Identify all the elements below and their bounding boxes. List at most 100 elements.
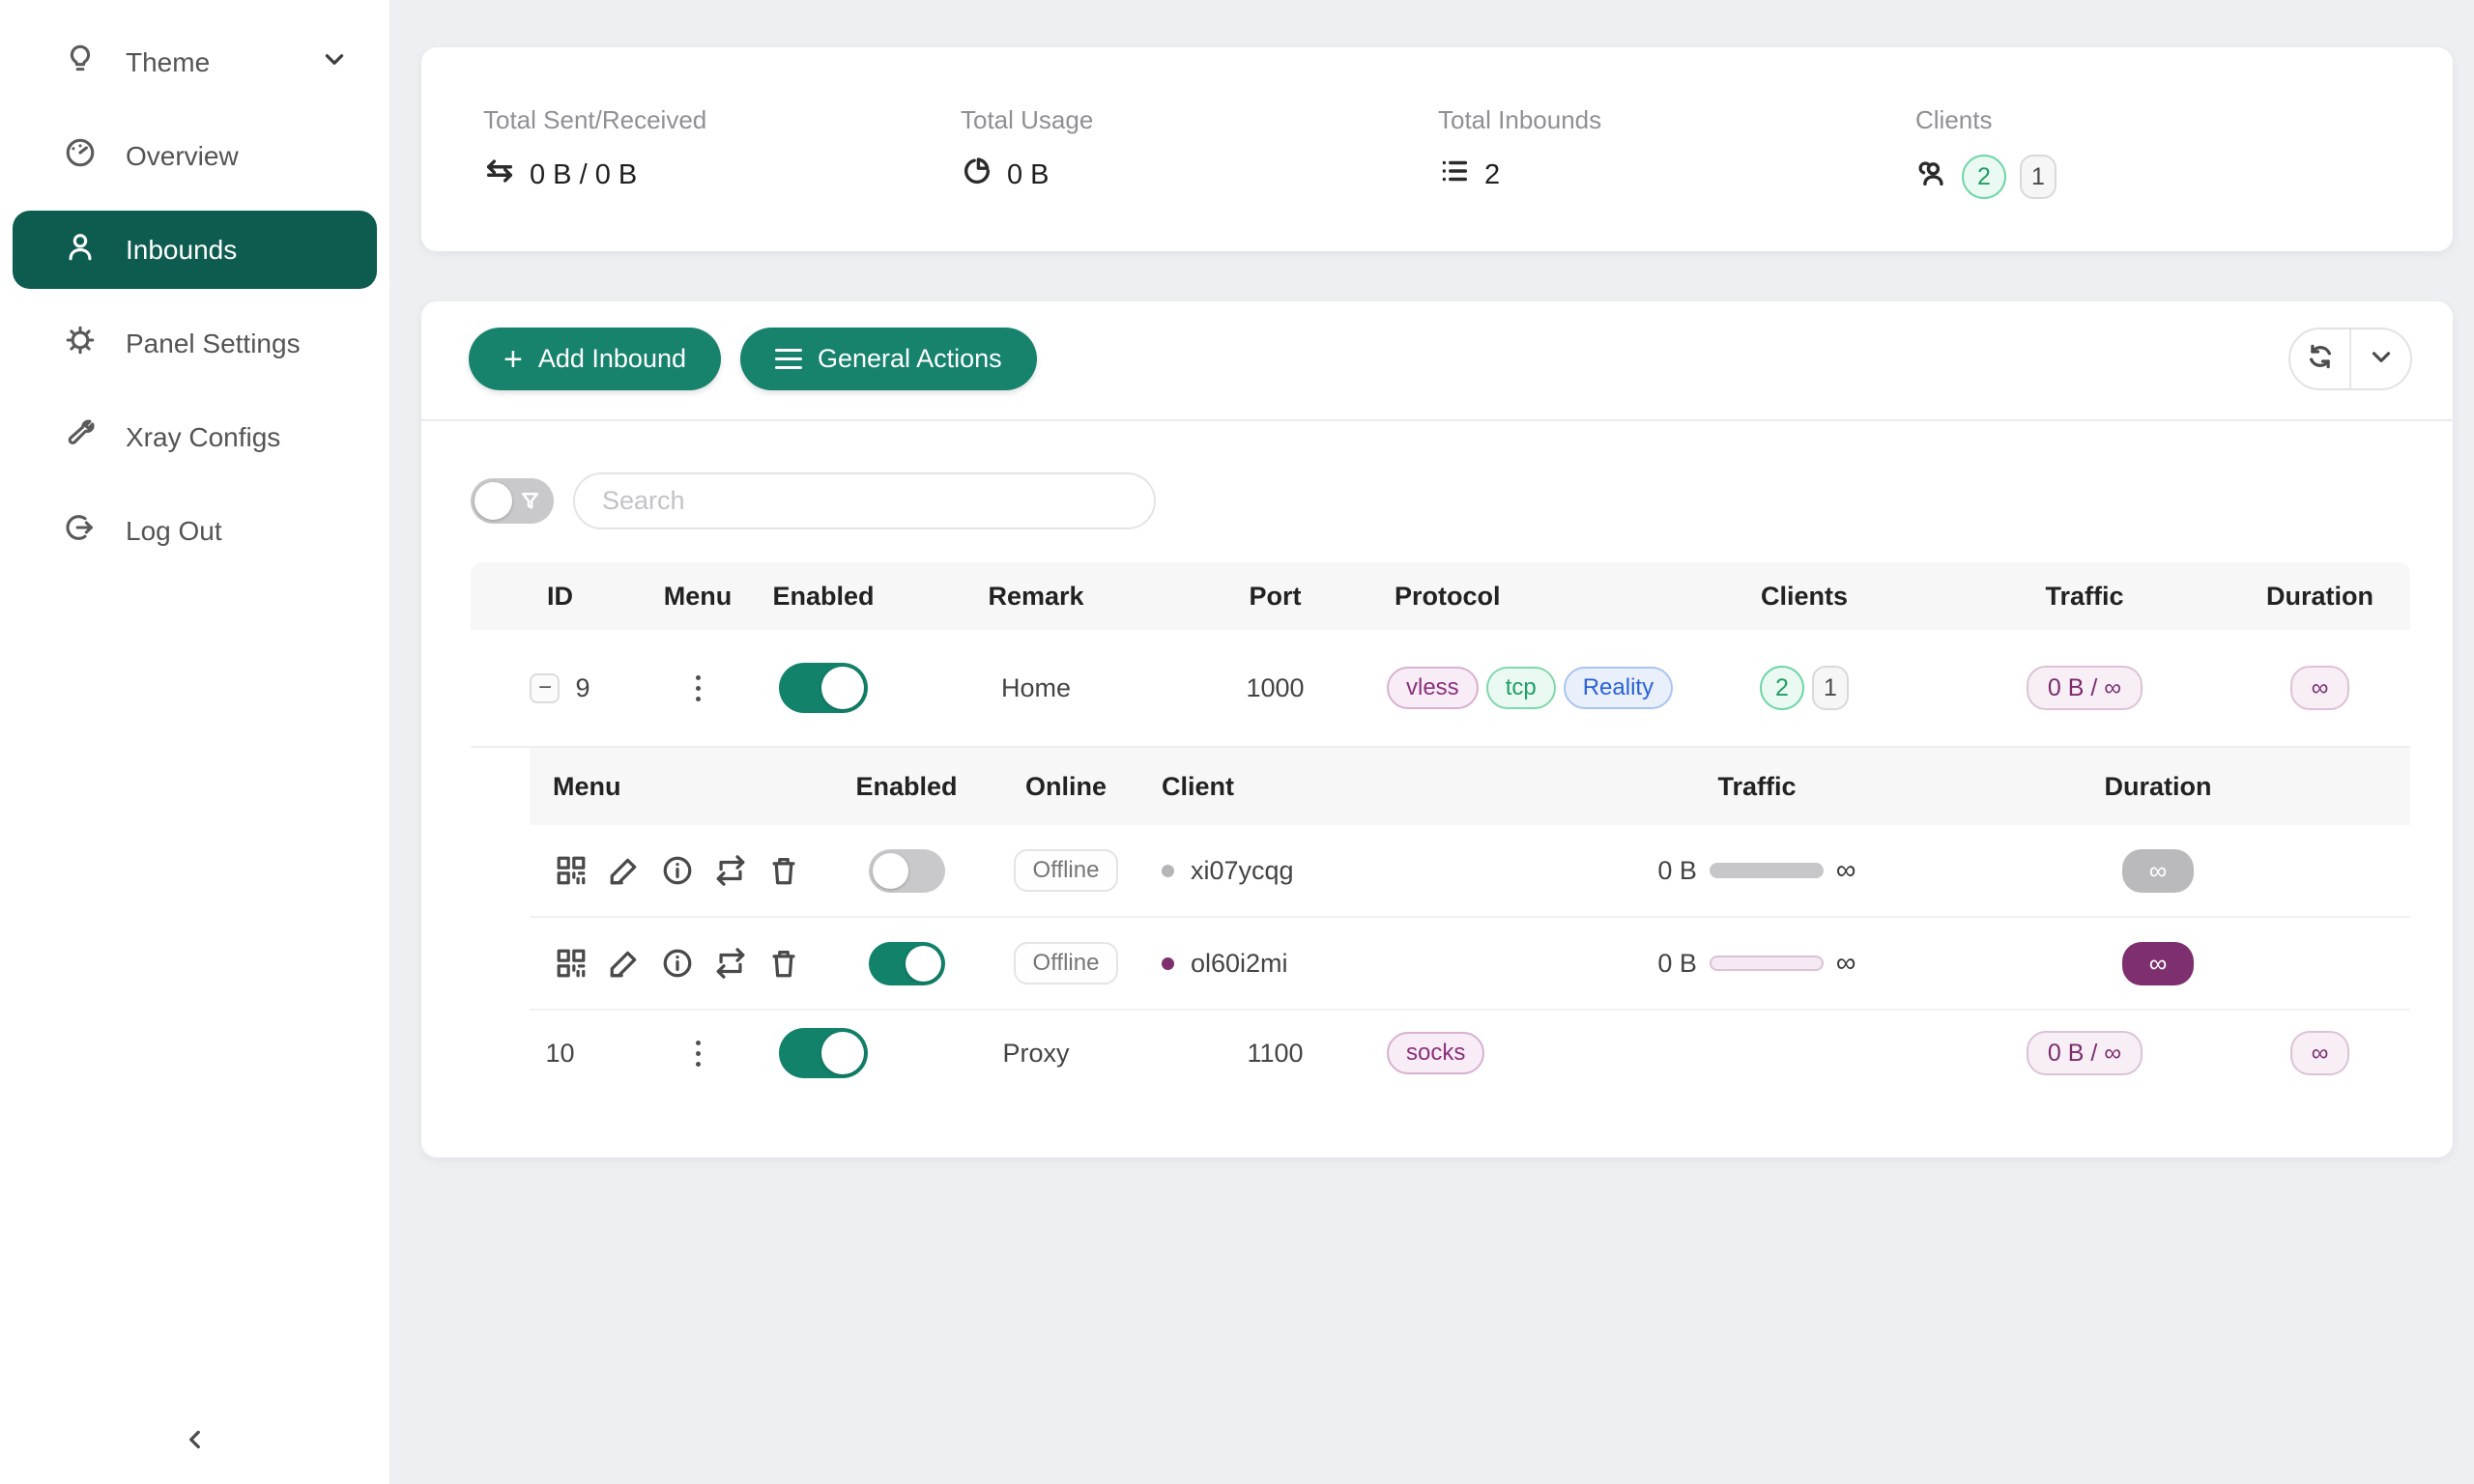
row-menu-button[interactable]: [688, 668, 708, 709]
client-status-dot: [1162, 864, 1174, 877]
column-header-id: ID: [547, 581, 573, 611]
sidebar-item-overview[interactable]: Overview: [0, 109, 389, 203]
stat-value: 0 B: [1007, 158, 1050, 190]
stat-value: 2: [1484, 158, 1501, 190]
sidebar-item-logout[interactable]: Log Out: [0, 484, 389, 578]
id-cell: 10: [471, 1039, 649, 1069]
online-status-badge: Offline: [1013, 942, 1119, 985]
column-header-clients: Clients: [1760, 581, 1849, 611]
inbound-row-9: − 9 Home 1000 vless tcp Reality 2: [471, 630, 2410, 748]
inbound-id: 10: [545, 1038, 575, 1068]
column-header-menu: Menu: [663, 581, 733, 611]
traffic-limit: ∞: [1835, 854, 1856, 886]
inbounds-card: + Add Inbound General Actions: [421, 301, 2453, 1157]
column-header-protocol: Protocol: [1395, 581, 1501, 611]
gear-icon: [64, 324, 97, 363]
stats-card: Total Sent/Received 0 B / 0 B Total Usag…: [421, 47, 2453, 251]
collapse-row-button[interactable]: −: [530, 672, 561, 703]
stat-total-sent-received: Total Sent/Received 0 B / 0 B: [483, 105, 961, 195]
client-column-header-menu: Menu: [553, 771, 621, 801]
users-icon: [1915, 157, 1948, 197]
refresh-options-button[interactable]: [2349, 329, 2410, 388]
sidebar-collapse-button[interactable]: [172, 1418, 218, 1465]
client-status-dot: [1162, 956, 1174, 970]
inbound-remark: Home: [1000, 672, 1072, 702]
stat-total-usage: Total Usage 0 B: [961, 105, 1438, 195]
sidebar-item-label: Overview: [126, 140, 239, 171]
edit-client-button[interactable]: [606, 852, 643, 889]
client-column-header-online: Online: [1024, 771, 1107, 801]
menu-icon: [775, 349, 802, 369]
qr-code-button[interactable]: [553, 945, 590, 982]
protocol-badge-reality: Reality: [1563, 667, 1674, 709]
filter-toggle[interactable]: [471, 478, 554, 524]
stat-label: Total Inbounds: [1438, 105, 1602, 134]
online-status-badge: Offline: [1013, 849, 1119, 892]
delete-client-button[interactable]: [765, 945, 802, 982]
sidebar-item-inbounds[interactable]: Inbounds: [13, 211, 377, 289]
chevron-down-icon: [322, 46, 347, 78]
sidebar-item-label: Panel Settings: [126, 328, 301, 358]
client-enabled-toggle[interactable]: [868, 941, 945, 985]
client-traffic-used: 0 B: [1657, 948, 1697, 978]
column-header-port: Port: [1249, 581, 1302, 611]
clients-enabled-count-badge: 2: [1962, 155, 2006, 199]
column-header-traffic: Traffic: [2045, 581, 2124, 611]
table-header-row: ID Menu Enabled Remark Port Protocol Cli…: [471, 562, 2410, 630]
inbounds-table: ID Menu Enabled Remark Port Protocol Cli…: [471, 562, 2410, 1096]
client-column-header-traffic: Traffic: [1717, 771, 1797, 801]
id-cell: − 9: [471, 672, 649, 703]
main-content: Total Sent/Received 0 B / 0 B Total Usag…: [389, 0, 2474, 1484]
column-header-remark: Remark: [988, 581, 1084, 611]
refresh-button[interactable]: [2290, 329, 2349, 388]
protocol-badge-tcp: tcp: [1485, 667, 1556, 709]
inbound-enabled-toggle[interactable]: [779, 663, 868, 713]
client-name: ol60i2mi: [1191, 948, 1288, 978]
client-enabled-toggle[interactable]: [868, 848, 945, 893]
inbound-enabled-toggle[interactable]: [779, 1028, 868, 1078]
sidebar-item-theme[interactable]: Theme: [0, 15, 389, 109]
inbound-port: 1000: [1246, 672, 1305, 702]
swap-arrows-icon: [483, 155, 516, 195]
chevron-down-icon: [2367, 342, 2396, 376]
client-duration-pill: ∞: [2122, 848, 2194, 893]
general-actions-button[interactable]: General Actions: [740, 328, 1037, 390]
delete-client-button[interactable]: [765, 852, 802, 889]
info-button[interactable]: [659, 945, 696, 982]
traffic-limit: ∞: [1835, 947, 1856, 979]
refresh-split-button: [2288, 328, 2412, 390]
traffic-progress-bar: [1709, 956, 1824, 971]
sidebar: Theme Overview Inbounds Panel Settings X…: [0, 0, 389, 1484]
traffic-pill: 0 B / ∞: [2026, 666, 2143, 710]
stat-clients: Clients 2 1: [1915, 105, 2393, 199]
stat-label: Clients: [1915, 105, 1993, 134]
clients-header-row: Menu Enabled Online Client Traffic Durat…: [530, 748, 2410, 825]
reset-traffic-button[interactable]: [712, 852, 749, 889]
client-duration-pill: ∞: [2122, 941, 2194, 985]
add-inbound-button[interactable]: + Add Inbound: [469, 328, 721, 390]
client-column-header-duration: Duration: [2104, 771, 2212, 801]
edit-client-button[interactable]: [606, 945, 643, 982]
divider: [421, 419, 2453, 421]
search-input[interactable]: [573, 472, 1156, 529]
client-row-ol60i2mi: Offline ol60i2mi 0 B ∞ ∞: [530, 918, 2410, 1011]
wrench-icon: [64, 417, 97, 457]
clients-enabled-count-badge: 2: [1760, 666, 1804, 710]
sidebar-item-panel-settings[interactable]: Panel Settings: [0, 297, 389, 390]
stat-label: Total Sent/Received: [483, 105, 707, 134]
refresh-icon: [2306, 342, 2335, 376]
qr-code-button[interactable]: [553, 852, 590, 889]
sidebar-item-xray-configs[interactable]: Xray Configs: [0, 390, 389, 484]
reset-traffic-button[interactable]: [712, 945, 749, 982]
inbound-row-10: 10 Proxy 1100 socks 0 B / ∞ ∞: [471, 1011, 2410, 1096]
search-row: [421, 421, 2453, 529]
inbound-port: 1100: [1247, 1038, 1304, 1068]
row-menu-button[interactable]: [688, 1033, 708, 1074]
plus-icon: +: [503, 340, 523, 378]
column-header-enabled: Enabled: [772, 581, 875, 611]
traffic-progress-bar: [1709, 863, 1824, 878]
toolbar: + Add Inbound General Actions: [421, 301, 2453, 390]
info-button[interactable]: [659, 852, 696, 889]
client-column-header-enabled: Enabled: [855, 771, 958, 801]
protocol-badge-vless: vless: [1387, 667, 1479, 709]
